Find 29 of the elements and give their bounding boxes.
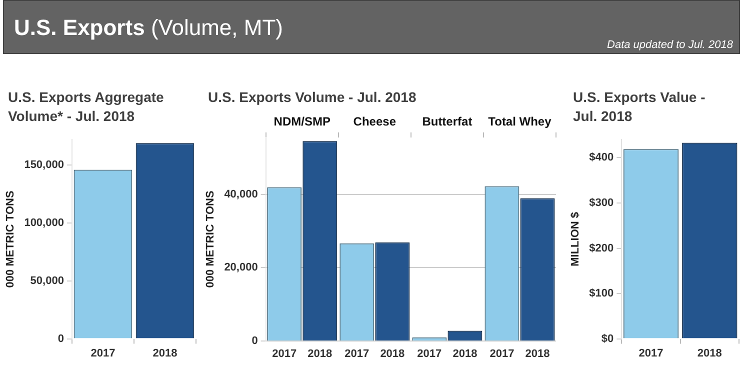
y-tick-label: 0 xyxy=(58,332,64,345)
y-tick-label: 150,000 xyxy=(24,159,64,172)
x-tick-label: Total Whey xyxy=(488,114,552,129)
y-tick-label: $300 xyxy=(589,197,614,210)
text: (Volume, MT) xyxy=(150,15,283,40)
x-tick-label: 2017 xyxy=(638,347,664,360)
y-tick-label: 100,000 xyxy=(24,217,64,230)
y-tick-label: $200 xyxy=(589,242,614,254)
x-tick-label: 2018 xyxy=(697,347,722,360)
y-tick-label: 20,000 xyxy=(224,262,258,274)
chart-title: U.S. Exports Volume - Jul. 2018 xyxy=(208,88,418,107)
y-tick-label: $0 xyxy=(601,332,614,345)
text: U.S. Exports xyxy=(14,15,145,40)
chart-title: U.S. Exports Value - Jul. 2018 xyxy=(573,88,706,126)
y-tick-label: 40,000 xyxy=(224,188,258,200)
y-axis-title: 000 METRIC TONS xyxy=(204,190,217,288)
x-tick-label: NDM/SMP xyxy=(274,114,330,129)
y-tick-label: 0 xyxy=(252,335,258,348)
y-tick-label: $100 xyxy=(589,288,614,300)
y-axis-title: 000 METRIC TONS xyxy=(4,190,17,288)
text: Data updated to Jul. 2018 xyxy=(607,39,733,51)
y-axis-title: MILLION $ xyxy=(570,212,582,266)
chart-title: U.S. Exports Aggregate Volume* - Jul. 2018 xyxy=(8,88,165,126)
x-tick-label: Butterfat xyxy=(422,114,472,129)
x-tick-label: 2018 xyxy=(152,347,178,360)
x-tick-label: 2017 xyxy=(90,347,116,360)
y-tick-label: 50,000 xyxy=(30,274,64,287)
x-tick-label: Cheese xyxy=(353,114,396,129)
y-tick-label: $400 xyxy=(589,152,614,164)
